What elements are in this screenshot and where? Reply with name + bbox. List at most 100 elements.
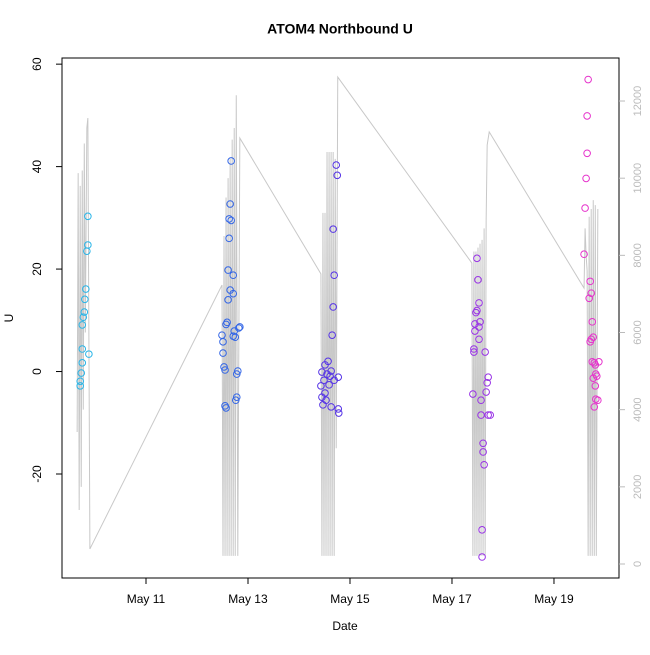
point <box>594 396 602 405</box>
y-tick-label: -20 <box>30 465 44 483</box>
point <box>225 215 233 223</box>
point <box>590 403 599 411</box>
point <box>586 277 594 286</box>
point <box>227 157 235 165</box>
point <box>470 345 478 353</box>
point <box>484 373 492 381</box>
point <box>225 234 233 243</box>
point <box>231 333 240 342</box>
point <box>482 388 490 396</box>
chart-title: ATOM4 Northbound U <box>267 21 413 37</box>
point <box>477 396 485 405</box>
point <box>332 161 341 169</box>
x-tick-label: May 13 <box>228 592 268 606</box>
point <box>324 357 332 366</box>
point <box>227 216 235 225</box>
y-axis-label: U <box>2 314 16 323</box>
point <box>479 448 487 456</box>
point <box>478 526 486 534</box>
point <box>321 389 329 397</box>
point <box>223 318 231 327</box>
point <box>587 289 596 297</box>
point <box>334 373 343 381</box>
point <box>475 323 483 331</box>
point <box>587 335 596 344</box>
point <box>582 174 590 183</box>
point <box>327 403 335 411</box>
point <box>80 295 89 304</box>
point <box>589 374 598 382</box>
point <box>219 338 227 346</box>
point <box>79 313 88 322</box>
point <box>329 225 337 233</box>
y2-tick-label: 4000 <box>632 397 644 421</box>
point <box>232 393 241 401</box>
point <box>476 318 484 326</box>
point <box>226 200 234 208</box>
point <box>474 276 482 284</box>
point <box>224 296 232 304</box>
point <box>334 409 343 417</box>
y-tick-label: 0 <box>30 368 44 375</box>
y2-tick-label: 6000 <box>632 320 644 344</box>
point <box>84 241 92 249</box>
point <box>581 204 589 212</box>
point <box>329 303 337 311</box>
point <box>220 363 228 371</box>
point <box>76 382 85 390</box>
x-tick-label: May 15 <box>330 592 370 606</box>
point <box>78 321 87 329</box>
x-tick-label: May 17 <box>432 592 472 606</box>
point <box>580 250 588 259</box>
x-tick-label: May 11 <box>127 592 166 606</box>
y-tick-label: 40 <box>30 160 44 174</box>
y2-tick-label: 2000 <box>632 475 644 499</box>
point <box>221 366 229 374</box>
point <box>236 323 244 331</box>
point <box>78 345 87 353</box>
point <box>591 382 600 390</box>
point <box>584 75 592 84</box>
point <box>233 367 242 375</box>
point <box>77 369 86 377</box>
point <box>328 331 336 339</box>
point <box>229 289 238 298</box>
plot-frame <box>61 57 620 579</box>
point <box>334 405 343 413</box>
point <box>229 271 238 280</box>
point <box>471 327 479 335</box>
point <box>473 254 481 263</box>
point <box>477 411 485 419</box>
point <box>330 271 338 280</box>
point <box>483 379 491 387</box>
point <box>84 212 92 221</box>
point <box>585 294 593 303</box>
x-axis-label: Date <box>332 619 358 633</box>
point <box>478 553 486 561</box>
point <box>325 381 333 389</box>
point <box>481 348 489 356</box>
point <box>231 396 240 405</box>
point <box>222 404 230 412</box>
point <box>588 318 597 326</box>
point <box>78 359 87 367</box>
point <box>80 308 89 316</box>
point <box>224 266 232 274</box>
point <box>320 376 328 385</box>
point <box>484 411 492 419</box>
point <box>469 390 477 398</box>
point <box>470 348 478 356</box>
point <box>473 306 481 315</box>
point <box>486 411 495 419</box>
point <box>583 112 591 120</box>
point <box>76 377 85 386</box>
y2-tick-label: 0 <box>632 561 644 567</box>
point <box>475 335 483 344</box>
y-tick-label: 20 <box>30 262 44 276</box>
point <box>235 324 243 332</box>
point <box>326 372 334 380</box>
y-tick-label: 60 <box>30 57 44 71</box>
point <box>595 358 603 366</box>
point <box>479 439 487 448</box>
point <box>327 367 335 375</box>
